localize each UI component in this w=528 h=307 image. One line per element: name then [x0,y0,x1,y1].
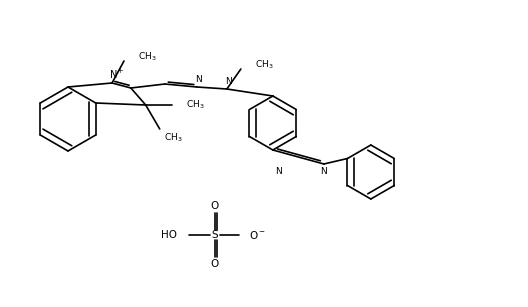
Text: CH$_3$: CH$_3$ [138,51,157,63]
Text: CH$_3$: CH$_3$ [186,99,204,111]
Text: O: O [211,201,219,211]
Text: N: N [320,166,327,176]
Text: N: N [195,75,202,84]
Text: CH$_3$: CH$_3$ [255,59,274,71]
Text: CH$_3$: CH$_3$ [164,132,182,144]
Text: O: O [211,259,219,269]
Text: N: N [276,166,282,176]
Text: HO: HO [161,230,177,240]
Text: N$^+$: N$^+$ [109,68,125,80]
Text: O$^-$: O$^-$ [249,229,266,241]
Text: N: N [225,76,232,86]
Text: S: S [212,230,218,240]
